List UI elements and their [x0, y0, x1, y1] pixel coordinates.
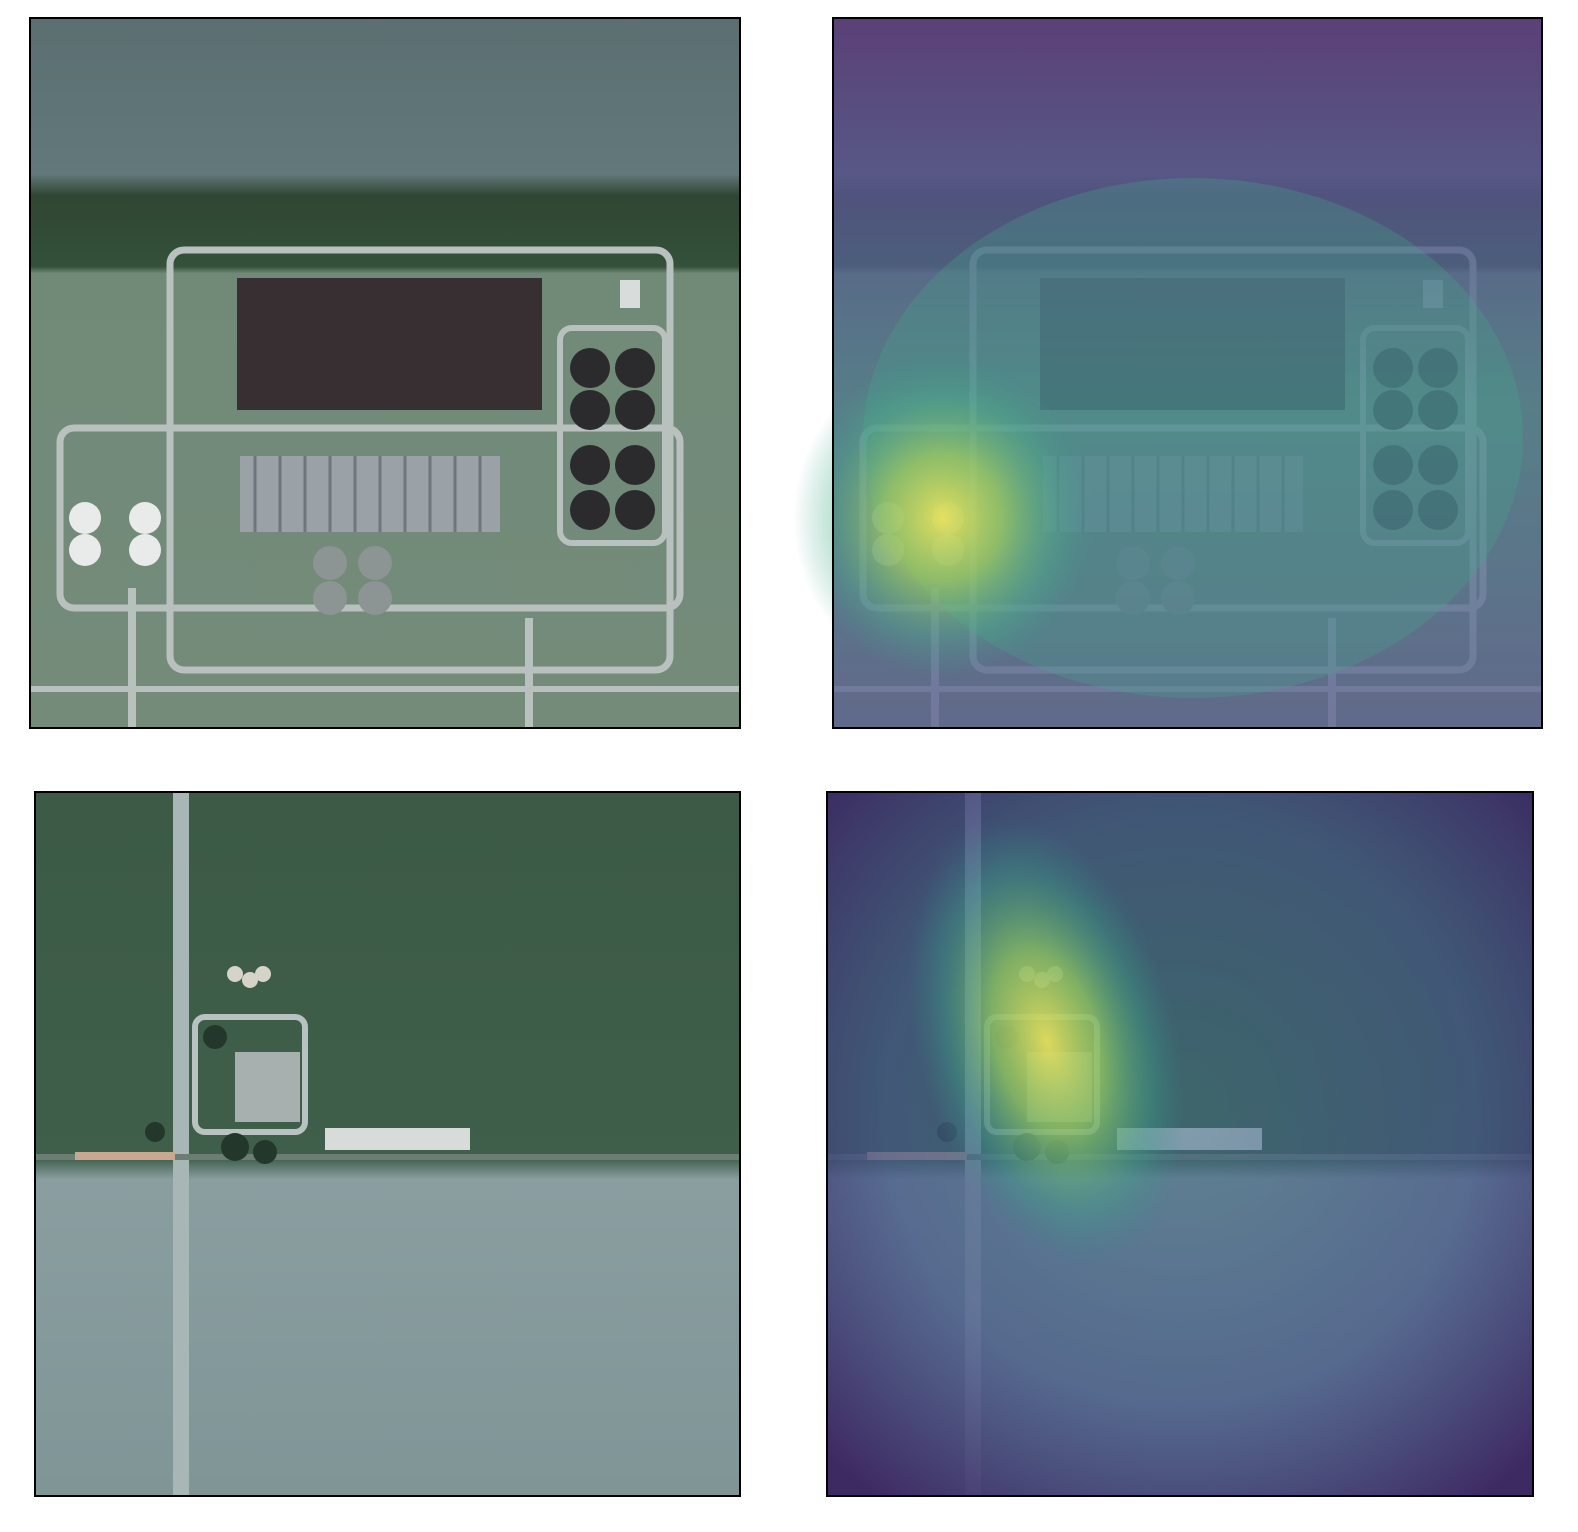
panel-image-2	[35, 792, 740, 1496]
satellite-image	[30, 18, 740, 728]
panel-frame	[832, 17, 1543, 729]
heatmap-hotspot	[793, 358, 1093, 678]
panel-image-1	[30, 18, 740, 728]
heatmap-hotspot	[908, 817, 1186, 1267]
satellite-image	[35, 792, 740, 1496]
panel-frame	[34, 791, 741, 1497]
panel-frame	[826, 791, 1534, 1497]
panel-frame	[29, 17, 741, 729]
panel-heatmap-1	[793, 18, 1543, 728]
panel-heatmap-2	[827, 786, 1533, 1496]
